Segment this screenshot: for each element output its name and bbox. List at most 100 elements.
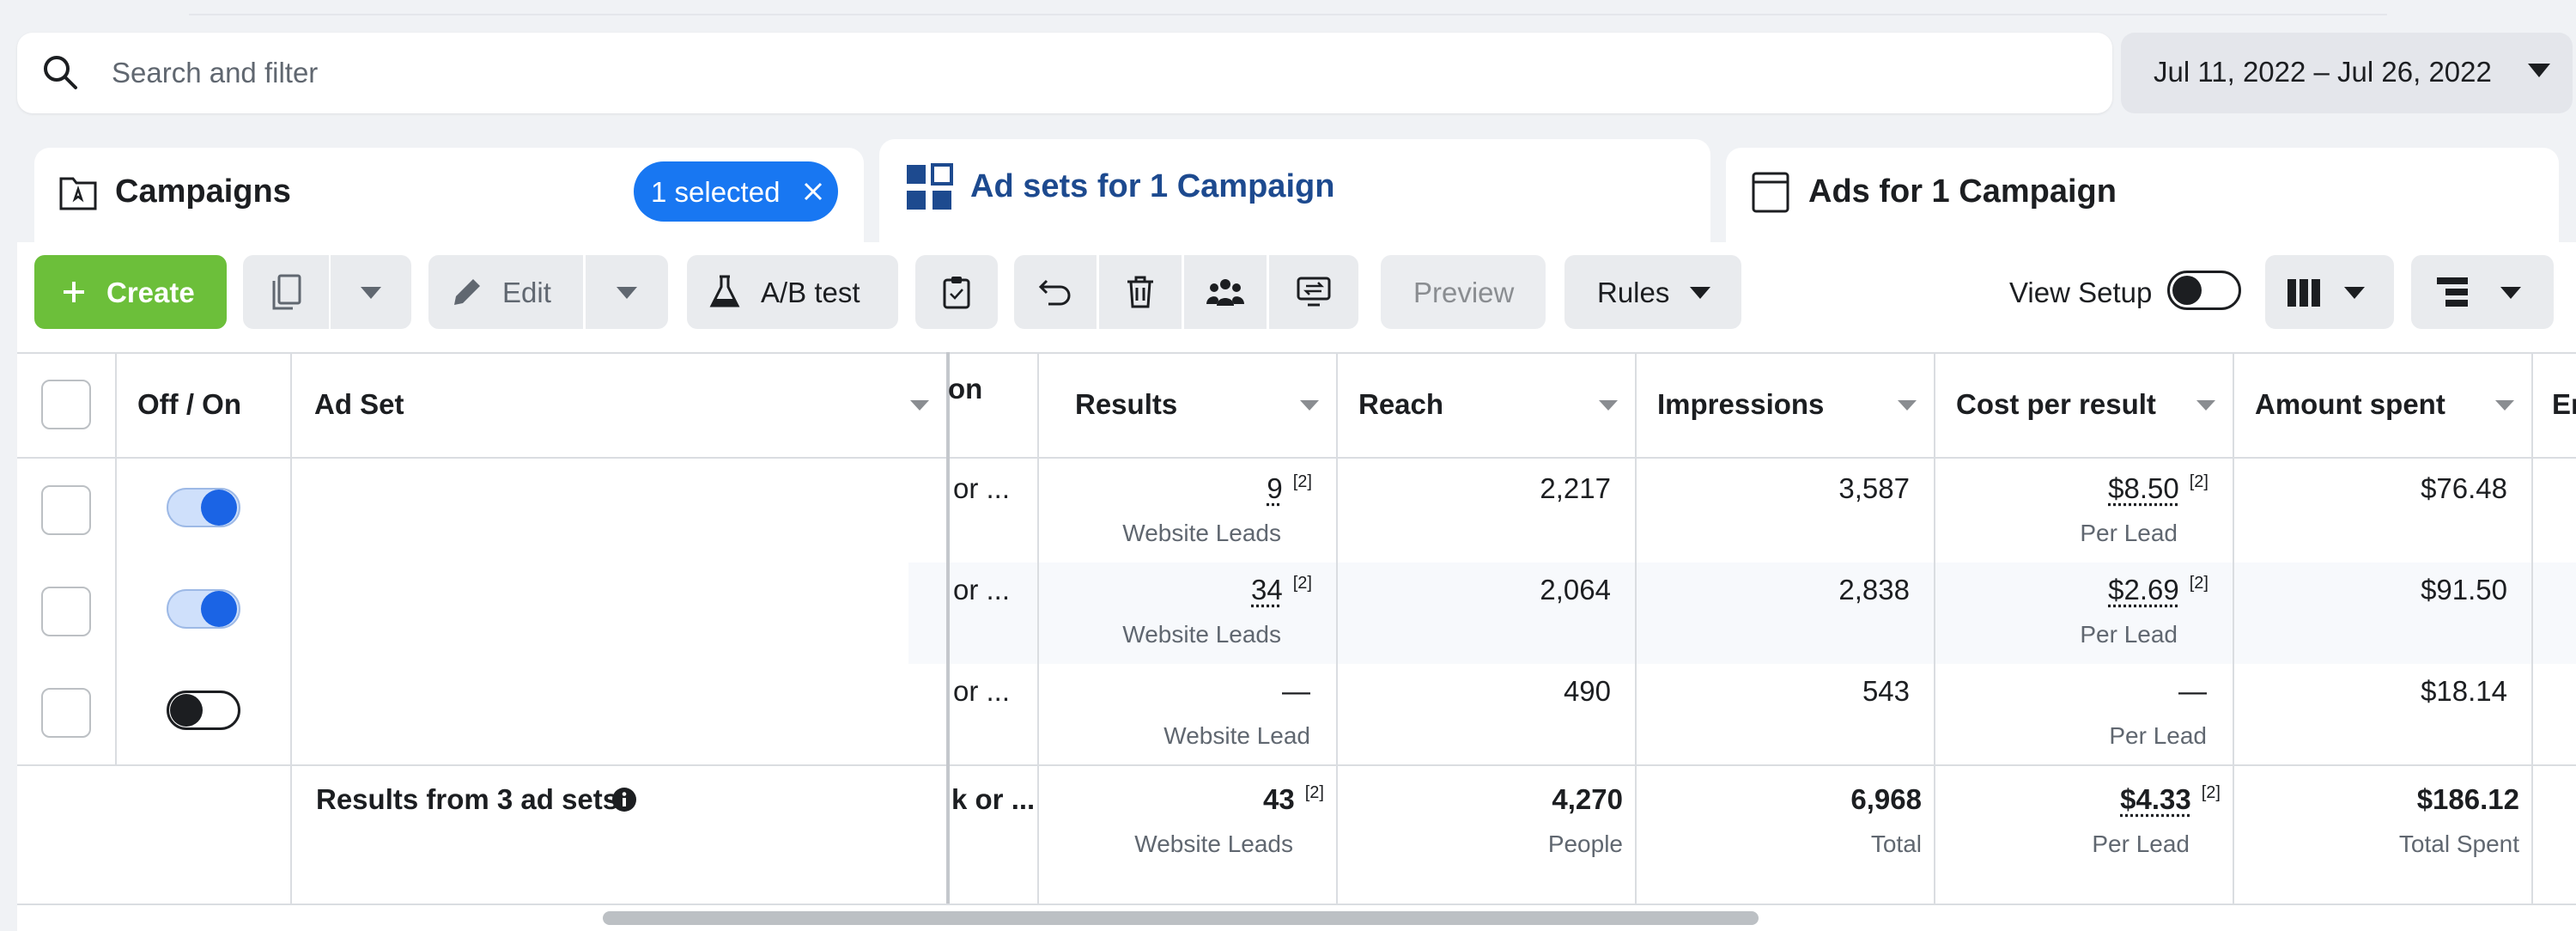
impressions-value: 2,838 (1838, 574, 1910, 606)
col-divider (1037, 352, 1039, 904)
search-bar[interactable] (17, 33, 2112, 113)
results-value: 43 (1263, 783, 1295, 815)
reach-value: 2,217 (1540, 472, 1611, 505)
header-amount-spent[interactable]: Amount spent (2255, 388, 2445, 421)
cpr-value[interactable]: $2.69 (2108, 574, 2179, 605)
impressions-value: 3,587 (1838, 472, 1910, 505)
close-icon[interactable] (804, 182, 823, 201)
rules-button[interactable]: Rules (1564, 255, 1741, 329)
col-divider (1635, 352, 1637, 904)
reach-value: 4,270 (1552, 783, 1623, 816)
row-checkbox[interactable] (41, 688, 91, 738)
edit-label: Edit (502, 277, 551, 309)
cpr-ref: [2] (2202, 783, 2221, 802)
row-toggle[interactable] (167, 488, 240, 527)
cpr-value[interactable]: $8.50 (2108, 472, 2179, 504)
caret-down-icon (617, 287, 637, 299)
results-value: — (1282, 675, 1310, 708)
amount-value: $186.12 (2417, 783, 2519, 816)
delete-button[interactable] (1099, 255, 1182, 329)
search-icon (41, 53, 79, 91)
row-checkbox[interactable] (41, 587, 91, 636)
clipboard-button[interactable] (915, 255, 998, 329)
sort-caret-icon[interactable] (2196, 400, 2215, 411)
reach-sub: People (1548, 831, 1623, 858)
clipped-cell: or ... (953, 472, 1036, 505)
scrollbar-thumb[interactable] (603, 911, 1759, 925)
sort-caret-icon[interactable] (1300, 400, 1319, 411)
search-input[interactable] (110, 52, 1999, 94)
undo-button[interactable] (1014, 255, 1097, 329)
swap-icon (1296, 276, 1332, 308)
people-icon (1206, 277, 1244, 307)
results-ref: [2] (1293, 472, 1312, 491)
header-partial: on (948, 373, 982, 405)
row-toggle[interactable] (167, 691, 240, 730)
toggle-knob (2172, 276, 2202, 305)
selected-badge-label: 1 selected (651, 176, 780, 209)
table-bottom-border (17, 904, 2576, 905)
breakdown-icon (2437, 277, 2471, 307)
sort-caret-icon[interactable] (2495, 400, 2514, 411)
cpr-sub: Per Lead (2092, 831, 2190, 858)
col-divider (290, 352, 292, 904)
summary-top-border (17, 764, 2576, 766)
flask-icon (709, 275, 740, 309)
create-label: Create (106, 277, 195, 309)
header-results[interactable]: Results (1075, 388, 1177, 421)
clipboard-icon (942, 275, 971, 309)
duplicate-button[interactable] (243, 255, 329, 329)
top-divider (189, 0, 2387, 15)
create-button[interactable]: Create (34, 255, 227, 329)
col-divider (2233, 352, 2234, 904)
results-value[interactable]: 9 (1267, 472, 1282, 504)
cpr-value[interactable]: $4.33 (2120, 783, 2191, 815)
rules-label: Rules (1597, 277, 1669, 309)
selected-badge[interactable]: 1 selected (634, 161, 838, 222)
tab-ads-label: Ads for 1 Campaign (1808, 173, 2117, 210)
header-reach[interactable]: Reach (1358, 388, 1443, 421)
plus-icon (62, 280, 86, 304)
header-bottom-border (17, 457, 2576, 459)
preview-button[interactable]: Preview (1381, 255, 1546, 329)
clipped-cell: or ... (953, 675, 1036, 708)
sort-caret-icon[interactable] (1599, 400, 1618, 411)
cpr-value: — (2178, 675, 2207, 708)
header-impressions[interactable]: Impressions (1657, 388, 1824, 421)
sort-caret-icon[interactable] (910, 400, 929, 411)
row-checkbox[interactable] (41, 485, 91, 535)
columns-button[interactable] (2265, 255, 2394, 329)
folder-icon (58, 173, 98, 211)
pencil-icon (451, 276, 483, 308)
info-icon[interactable] (611, 787, 637, 812)
tab-campaigns-label: Campaigns (115, 173, 291, 210)
tab-ad-sets[interactable]: Ad sets for 1 Campaign (879, 139, 1710, 242)
view-setup-label: View Setup (2009, 277, 2152, 309)
breakdown-button[interactable] (2411, 255, 2554, 329)
audience-button[interactable] (1184, 255, 1267, 329)
row-hover-tint (908, 563, 2576, 664)
row-toggle[interactable] (167, 589, 240, 629)
ab-test-label: A/B test (761, 277, 860, 309)
header-cost-per-result[interactable]: Cost per result (1956, 388, 2156, 421)
tab-ads[interactable]: Ads for 1 Campaign (1726, 148, 2559, 242)
header-next: Er (2552, 388, 2576, 421)
compare-button[interactable] (1269, 255, 1358, 329)
cpr-ref: [2] (2190, 574, 2208, 593)
ad-page-icon (1752, 172, 1789, 213)
ab-test-button[interactable]: A/B test (687, 255, 898, 329)
col-divider (2531, 352, 2533, 904)
edit-button[interactable]: Edit (428, 255, 583, 329)
view-setup-toggle[interactable] (2167, 271, 2241, 310)
results-sub: Website Lead (1163, 722, 1310, 750)
select-all-checkbox[interactable] (41, 380, 91, 429)
col-divider (115, 352, 117, 764)
results-value[interactable]: 34 (1251, 574, 1283, 605)
sort-caret-icon[interactable] (1898, 400, 1917, 411)
edit-dropdown[interactable] (586, 255, 668, 329)
caret-down-icon (361, 287, 381, 299)
duplicate-dropdown[interactable] (331, 255, 411, 329)
header-ad-set[interactable]: Ad Set (314, 388, 404, 421)
caret-down-icon (1690, 287, 1710, 299)
date-range-picker[interactable]: Jul 11, 2022 – Jul 26, 2022 (2121, 33, 2573, 113)
